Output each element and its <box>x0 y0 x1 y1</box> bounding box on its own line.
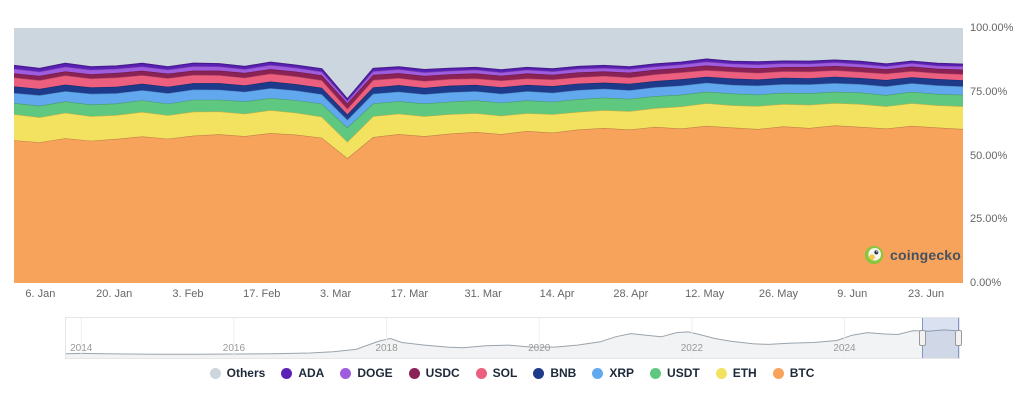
y-axis-label: 50.00% <box>970 149 1008 162</box>
bnb-color-dot <box>533 367 545 379</box>
x-axis-label: 28. Apr <box>613 288 649 300</box>
sol-color-dot <box>475 367 487 379</box>
legend-label: BNB <box>550 366 577 380</box>
navigator-year-label: 2022 <box>680 343 703 354</box>
x-axis-label: 12. May <box>685 288 725 300</box>
legend-label: XRP <box>609 366 635 380</box>
range-navigator[interactable]: 2014 2016 2018 2020 2022 2024 <box>65 317 962 359</box>
coingecko-logo-icon <box>864 245 884 265</box>
x-axis-label: 3. Feb <box>172 288 204 300</box>
legend-label: SOL <box>492 366 518 380</box>
dominance-stacked-area-chart[interactable] <box>14 28 963 283</box>
ada-color-dot <box>281 367 293 379</box>
navigator-year-label: 2024 <box>833 343 856 354</box>
legend-item-usdc[interactable]: USDC <box>408 366 460 380</box>
x-axis-label: 23. Jun <box>908 288 945 300</box>
legend-item-bnb[interactable]: BNB <box>533 366 576 380</box>
legend-label: ADA <box>298 366 325 380</box>
x-axis-label: 31. Mar <box>464 288 502 300</box>
navigator-right-handle[interactable] <box>954 330 962 346</box>
legend-label: USDT <box>667 366 700 380</box>
x-axis-label: 26. May <box>758 288 799 300</box>
legend-label: Others <box>226 366 266 380</box>
legend-item-others[interactable]: Others <box>209 366 266 380</box>
legend-item-ada[interactable]: ADA <box>281 366 324 380</box>
x-axis-label: 17. Mar <box>390 288 429 300</box>
y-axis-label: 25.00% <box>970 213 1008 226</box>
legend-label: DOGE <box>357 366 393 380</box>
navigator-year-label: 2020 <box>528 343 551 354</box>
navigator-year-label: 2014 <box>70 343 93 354</box>
navigator-year-label: 2016 <box>222 343 246 354</box>
usdc-color-dot <box>408 367 420 379</box>
navigator-left-handle[interactable] <box>919 330 927 346</box>
x-axis-label: 6. Jan <box>25 288 56 300</box>
btc-color-dot <box>772 367 784 379</box>
y-axis-label: 100.00% <box>970 22 1014 34</box>
y-axis-label: 0.00% <box>970 277 1002 289</box>
legend-item-usdt[interactable]: USDT <box>650 366 700 380</box>
navigator-year-label: 2018 <box>375 343 398 354</box>
watermark-text: coingecko <box>890 247 962 263</box>
navigator-selected-range[interactable] <box>919 318 962 358</box>
xrp-color-dot <box>592 367 604 379</box>
legend-label: ETH <box>732 366 757 380</box>
eth-color-dot <box>715 367 727 379</box>
x-axis-label: 20. Jan <box>96 288 133 300</box>
others-color-dot <box>209 367 221 379</box>
legend-label: USDC <box>425 366 460 380</box>
y-axis-label: 75.00% <box>970 85 1008 98</box>
doge-color-dot <box>340 367 352 379</box>
legend-label: BTC <box>789 366 815 380</box>
chart-legend: Others ADA DOGE USDC SOL BNB XRP USDT ETH BTC <box>0 366 1024 380</box>
legend-item-sol[interactable]: SOL <box>475 366 518 380</box>
coingecko-watermark: coingecko <box>864 245 961 265</box>
usdt-color-dot <box>650 367 662 379</box>
x-axis-label: 14. Apr <box>539 288 575 300</box>
x-axis-label: 9. Jun <box>837 288 868 300</box>
legend-item-doge[interactable]: DOGE <box>340 366 393 380</box>
x-axis-label: 3. Mar <box>320 288 352 300</box>
x-axis-label: 17. Feb <box>243 288 281 300</box>
legend-item-eth[interactable]: ETH <box>715 366 757 380</box>
legend-item-btc[interactable]: BTC <box>772 366 815 380</box>
legend-item-xrp[interactable]: XRP <box>592 366 634 380</box>
navigator-mini-chart[interactable] <box>66 318 959 358</box>
